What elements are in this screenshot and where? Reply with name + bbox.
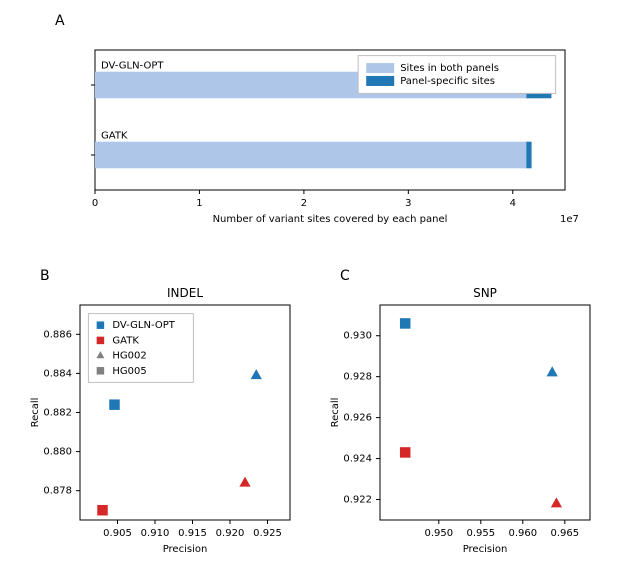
panel-letter: B (40, 268, 50, 284)
xtick-label: 4 (510, 198, 516, 209)
xtick-label: 0.960 (508, 528, 537, 539)
xtick-label: 2 (301, 198, 307, 209)
ytick-label: 0.924 (343, 454, 372, 465)
ytick-label: 0.930 (343, 331, 372, 342)
data-point (400, 447, 411, 458)
xtick-label: 0.925 (253, 528, 282, 539)
panel-a-letter: A (55, 13, 65, 29)
figure-svg: A DV-GLN-OPT GATK 0 1 2 3 4 Number of variant si… (0, 0, 633, 566)
ytick-label: 0.884 (43, 368, 72, 379)
xtick-label: 0 (92, 198, 98, 209)
panel-frame (380, 305, 590, 520)
legend-label: Sites in both panels (400, 63, 499, 74)
panel-c: C SNP 0.950 0.955 0.960 0.965 Precision 0.922 0.… (330, 268, 590, 555)
xtick-label: 0.955 (466, 528, 495, 539)
ytick-label: 0.886 (43, 329, 72, 340)
xtick-label: 0.950 (424, 528, 453, 539)
ytick-label: 0.882 (43, 408, 72, 419)
panel-a-cat-label: GATK (101, 131, 128, 142)
panel-title: SNP (473, 286, 497, 300)
xtick-label: 3 (405, 198, 411, 209)
xtick-label: 0.965 (550, 528, 579, 539)
data-point (551, 497, 562, 507)
panel-a-cat-label: DV-GLN-OPT (101, 61, 164, 72)
panel-a-bar (95, 142, 526, 169)
xtick-label: 0.905 (103, 528, 132, 539)
panel-a-scinote: 1e7 (560, 214, 579, 225)
legend-label: HG002 (112, 351, 146, 362)
xlabel: Precision (463, 544, 508, 555)
xtick-label: 0.915 (178, 528, 207, 539)
legend-label: HG005 (112, 366, 146, 377)
legend-marker (97, 337, 105, 345)
ytick-label: 0.878 (43, 486, 72, 497)
panel-a-legend (358, 56, 555, 94)
panel-b: B INDEL 0.905 0.910 0.915 0.920 0.925 Precision… (30, 268, 290, 555)
xtick-label: 0.910 (141, 528, 170, 539)
panel-a-xlabel: Number of variant sites covered by each … (213, 214, 448, 225)
data-point (97, 505, 108, 516)
data-point (400, 318, 411, 329)
data-point (109, 399, 120, 410)
legend-label: GATK (112, 335, 139, 346)
data-point (239, 477, 250, 487)
xtick-label: 1 (196, 198, 202, 209)
panel-letter: C (340, 268, 350, 284)
ytick-label: 0.926 (343, 413, 372, 424)
data-point (251, 369, 262, 379)
ytick-label: 0.928 (343, 372, 372, 383)
data-point (547, 366, 558, 376)
xtick-label: 0.920 (216, 528, 245, 539)
panel-a: A DV-GLN-OPT GATK 0 1 2 3 4 Number of variant si… (55, 13, 579, 225)
ytick-label: 0.922 (343, 495, 372, 506)
legend-marker (97, 367, 105, 375)
panel-title: INDEL (167, 286, 203, 300)
legend-swatch (366, 63, 394, 73)
panel-a-bar (526, 142, 531, 169)
ytick-label: 0.880 (43, 447, 72, 458)
legend-label: DV-GLN-OPT (112, 320, 175, 331)
ylabel: Recall (330, 398, 341, 428)
xlabel: Precision (163, 544, 208, 555)
ylabel: Recall (30, 398, 41, 428)
figure-root: A DV-GLN-OPT GATK 0 1 2 3 4 Number of variant si… (0, 0, 633, 566)
legend-marker (97, 321, 105, 329)
legend-label: Panel-specific sites (400, 76, 495, 87)
legend-swatch (366, 76, 394, 86)
